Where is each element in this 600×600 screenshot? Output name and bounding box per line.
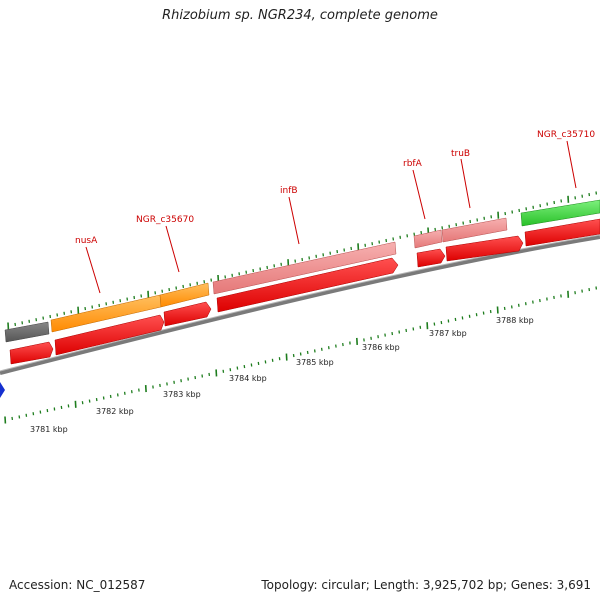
leader-ngr-c35670 (165, 225, 180, 273)
position-label: 3786 kbp (362, 343, 400, 352)
gene-label-truB[interactable]: truB (451, 149, 470, 159)
gene-label-infB[interactable]: infB (280, 186, 298, 196)
outer-tick-row (7, 191, 598, 330)
leader-nusA (85, 246, 101, 294)
gene-bar-infB (212, 241, 397, 295)
cds-arrow-nusA (54, 314, 165, 356)
leader-rbfA (412, 169, 426, 220)
inner-tick-row (4, 286, 598, 424)
gene-label-nusA[interactable]: nusA (75, 236, 98, 246)
cds-arrow-rbfA (416, 248, 446, 268)
position-label: 3782 kbp (96, 407, 134, 416)
position-label: 3788 kbp (496, 316, 534, 325)
cds-arrow-grey-gene (9, 341, 54, 365)
position-label: 3787 kbp (429, 329, 467, 338)
position-label: 3785 kbp (296, 358, 334, 367)
gene-label-ngr-c35710[interactable]: NGR_c35710 (537, 130, 595, 140)
genome-title: Rhizobium sp. NGR234, complete genome (162, 8, 438, 23)
cds-arrow-truB (445, 235, 524, 262)
cds-arrow-ngr-c35670 (163, 301, 212, 327)
gene-bar-rbfA (413, 229, 443, 249)
gene-label-rbfA[interactable]: rbfA (403, 159, 423, 169)
gene-bar-truB (441, 217, 508, 243)
genome-backbone (0, 235, 600, 375)
accession-text: Accession: NC_012587 (9, 578, 146, 592)
cds-arrow-ngr-c35710 (524, 218, 600, 247)
cds-arrow-infB (216, 257, 399, 313)
gene-label-ngr-c35670[interactable]: NGR_c35670 (136, 215, 194, 225)
leader-truB (460, 158, 471, 209)
gene-bar-ngr-c35710 (520, 199, 600, 227)
genome-summary-text: Topology: circular; Length: 3,925,702 bp… (261, 578, 591, 592)
position-label: 3783 kbp (163, 390, 201, 399)
leader-ngr-c35710 (566, 140, 577, 189)
position-label: 3784 kbp (229, 374, 267, 383)
label-leaders (85, 140, 577, 294)
leader-infB (288, 196, 300, 245)
gene-bar-ngr-c35670 (159, 282, 210, 308)
partial-feature-blue (0, 382, 5, 398)
gene-bar-grey (4, 321, 50, 343)
position-label: 3781 kbp (30, 425, 68, 434)
